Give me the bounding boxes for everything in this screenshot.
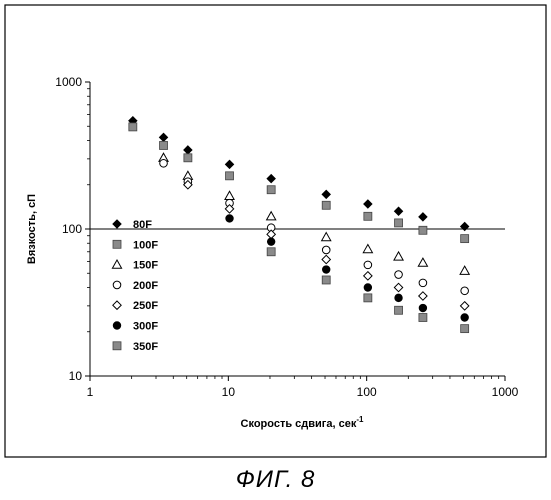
data-point-350f xyxy=(364,294,372,302)
figure-caption: ФИГ. 8 xyxy=(0,466,551,494)
legend-entry-150f: 150F xyxy=(112,260,158,272)
data-point-80f xyxy=(419,213,427,221)
series-100f xyxy=(129,123,469,243)
data-point-150f xyxy=(363,244,372,252)
legend-entry-200f: 200F xyxy=(113,280,158,292)
data-point-350f xyxy=(461,325,469,333)
data-point-80f xyxy=(394,207,402,215)
data-point-80f xyxy=(364,200,372,208)
legend-marker-80f xyxy=(113,220,121,228)
legend-entry-250f: 250F xyxy=(113,300,159,312)
data-point-350f xyxy=(419,314,427,322)
data-point-80f xyxy=(159,133,167,141)
data-point-250f xyxy=(322,255,330,263)
data-point-200f xyxy=(322,246,330,254)
x-tick-label: 100 xyxy=(357,385,377,399)
data-point-100f xyxy=(364,212,372,220)
data-point-250f xyxy=(364,272,372,280)
legend-label-150f: 150F xyxy=(133,260,158,272)
data-point-100f xyxy=(267,186,275,194)
legend-label-250f: 250F xyxy=(133,300,158,312)
data-point-300f xyxy=(364,284,372,292)
legend-label-300f: 300F xyxy=(133,321,158,333)
data-point-150f xyxy=(225,191,234,199)
data-point-100f xyxy=(461,235,469,243)
data-point-200f xyxy=(364,261,372,269)
data-point-200f xyxy=(461,287,469,295)
plot-axes: 1 10 100 1000 10 100 1000 xyxy=(55,75,518,399)
legend: 80F 100F 150F 200F 250F 300F 350F xyxy=(112,219,158,353)
data-point-150f xyxy=(418,258,427,266)
data-point-100f xyxy=(419,226,427,234)
data-point-250f xyxy=(460,302,468,310)
data-point-100f xyxy=(395,219,403,227)
legend-label-200f: 200F xyxy=(133,280,158,292)
data-point-80f xyxy=(267,174,275,182)
data-point-300f xyxy=(226,215,234,223)
data-point-300f xyxy=(267,238,275,246)
x-axis-title: Скорость сдвига, сек-1 xyxy=(241,415,364,430)
data-point-150f xyxy=(322,233,331,241)
y-tick-label: 100 xyxy=(62,222,82,236)
data-point-350f xyxy=(395,306,403,314)
series-80f xyxy=(129,117,469,231)
data-point-350f xyxy=(322,276,330,284)
legend-label-100f: 100F xyxy=(133,239,158,251)
data-marks xyxy=(129,117,470,333)
legend-marker-300f xyxy=(113,322,121,330)
data-point-100f xyxy=(226,172,234,180)
data-point-100f xyxy=(184,154,192,162)
data-point-250f xyxy=(267,230,275,238)
data-point-100f xyxy=(129,123,137,131)
data-point-80f xyxy=(322,190,330,198)
legend-marker-350f xyxy=(113,342,121,350)
data-point-150f xyxy=(394,252,403,260)
legend-label-80f: 80F xyxy=(133,219,152,231)
legend-marker-100f xyxy=(113,240,121,248)
data-point-80f xyxy=(225,160,233,168)
data-point-300f xyxy=(395,294,403,302)
legend-marker-150f xyxy=(112,260,121,268)
y-axis-title: Вязкость, сП xyxy=(26,194,38,264)
data-point-100f xyxy=(322,201,330,209)
series-300f xyxy=(226,215,469,322)
data-point-300f xyxy=(461,314,469,322)
legend-label-350f: 350F xyxy=(133,341,158,353)
y-tick-label: 1000 xyxy=(55,75,82,89)
y-tick-label: 10 xyxy=(69,369,83,383)
legend-entry-350f: 350F xyxy=(113,341,158,353)
data-point-250f xyxy=(419,292,427,300)
data-point-300f xyxy=(322,266,330,274)
data-point-300f xyxy=(419,304,427,312)
x-tick-label: 1 xyxy=(87,385,94,399)
data-point-250f xyxy=(394,283,402,291)
data-point-150f xyxy=(460,266,469,274)
legend-marker-250f xyxy=(113,301,121,309)
data-point-200f xyxy=(395,271,403,279)
x-axis-title-superscript: -1 xyxy=(356,415,364,424)
legend-entry-100f: 100F xyxy=(113,239,158,251)
legend-marker-200f xyxy=(113,281,121,289)
data-point-200f xyxy=(160,159,168,167)
x-tick-label: 10 xyxy=(222,385,236,399)
data-point-350f xyxy=(267,248,275,256)
data-point-100f xyxy=(160,141,168,149)
data-point-150f xyxy=(267,212,276,220)
data-point-80f xyxy=(184,146,192,154)
x-tick-label: 1000 xyxy=(492,385,519,399)
legend-entry-300f: 300F xyxy=(113,321,158,333)
data-point-200f xyxy=(419,279,427,287)
